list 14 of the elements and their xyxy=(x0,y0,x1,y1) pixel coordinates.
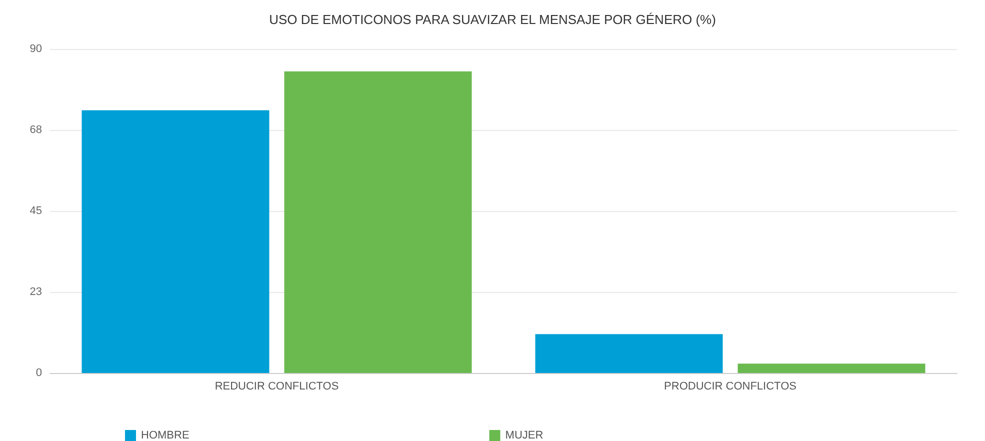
y-tick-label: 0 xyxy=(36,367,42,379)
bar xyxy=(738,364,926,373)
y-tick-label: 68 xyxy=(30,124,42,136)
y-tick-label: 45 xyxy=(30,205,42,217)
y-tick-label: 23 xyxy=(30,286,42,298)
bar xyxy=(82,110,270,373)
y-tick-label: 90 xyxy=(30,43,42,55)
x-tick-label: PRODUCIR CONFLICTOS xyxy=(664,380,796,392)
legend-label: MUJER xyxy=(505,430,544,441)
legend-label: HOMBRE xyxy=(141,430,190,441)
chart-title: USO DE EMOTICONOS PARA SUAVIZAR EL MENSAJE POR GÉNERO (%) xyxy=(269,12,716,27)
bar xyxy=(535,334,723,373)
bar xyxy=(284,71,472,373)
x-tick-label: REDUCIR CONFLICTOS xyxy=(214,380,339,392)
